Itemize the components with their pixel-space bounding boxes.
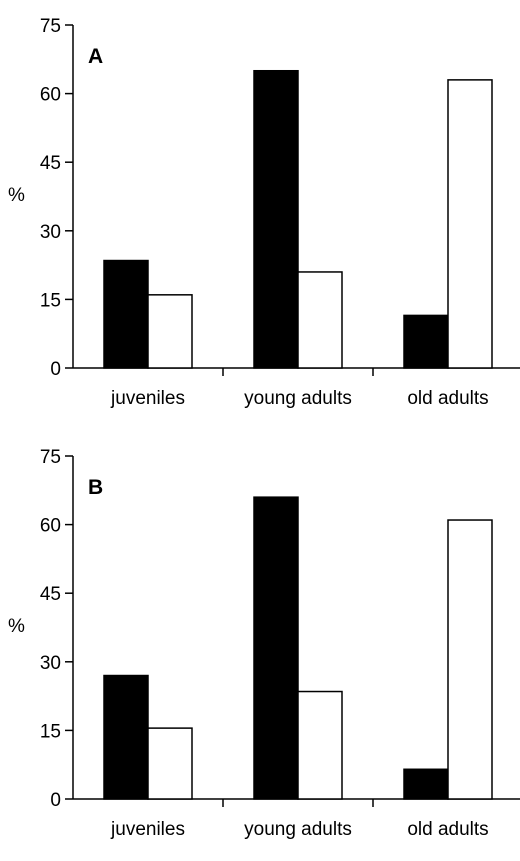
chart-b-y-tick-label: 75	[40, 447, 61, 468]
chart-a-y-tick-label: 75	[40, 16, 61, 37]
chart-b-category-label: juveniles	[110, 819, 185, 840]
chart-a-category-label: old adults	[407, 388, 488, 409]
chart-b-bar-white-1	[297, 690, 343, 800]
chart-a-bar-black-0	[103, 259, 149, 369]
chart-a-bar-white-1	[297, 271, 343, 369]
chart-b-y-tick-label: 15	[40, 721, 61, 742]
chart-a-bar-black-2	[403, 314, 449, 369]
chart-a-y-tick-label: 0	[50, 359, 61, 380]
chart-b-bar-black-0	[103, 674, 149, 800]
chart-b-panel-letter: B	[88, 476, 103, 499]
chart-b-category-label: young adults	[244, 819, 352, 840]
chart-a-y-axis-label: %	[8, 185, 25, 206]
chart-a-y-tick-label: 45	[40, 153, 61, 174]
chart-a-bar-white-2	[447, 79, 493, 369]
chart-b-y-tick-label: 45	[40, 584, 61, 605]
chart-b-bar-white-0	[147, 727, 193, 800]
chart-b-y-tick-label: 0	[50, 790, 61, 811]
chart-a-bar-black-1	[253, 69, 299, 369]
chart-b-y-axis-label: %	[8, 616, 25, 637]
chart-b-bar-black-1	[253, 496, 299, 800]
chart-a-y-tick-label: 60	[40, 85, 61, 106]
chart-b-bar-white-2	[447, 519, 493, 800]
chart-b-y-tick-label: 30	[40, 653, 61, 674]
chart-a-bar-white-0	[147, 294, 193, 369]
chart-a-panel-letter: A	[88, 45, 103, 68]
chart-b-category-label: old adults	[407, 819, 488, 840]
chart-a-y-tick-label: 15	[40, 290, 61, 311]
chart-b-y-tick-label: 60	[40, 516, 61, 537]
chart-a-y-tick-label: 30	[40, 222, 61, 243]
chart-b-bar-black-2	[403, 768, 449, 800]
chart-a-category-label: young adults	[244, 388, 352, 409]
chart-a-category-label: juveniles	[110, 388, 185, 409]
